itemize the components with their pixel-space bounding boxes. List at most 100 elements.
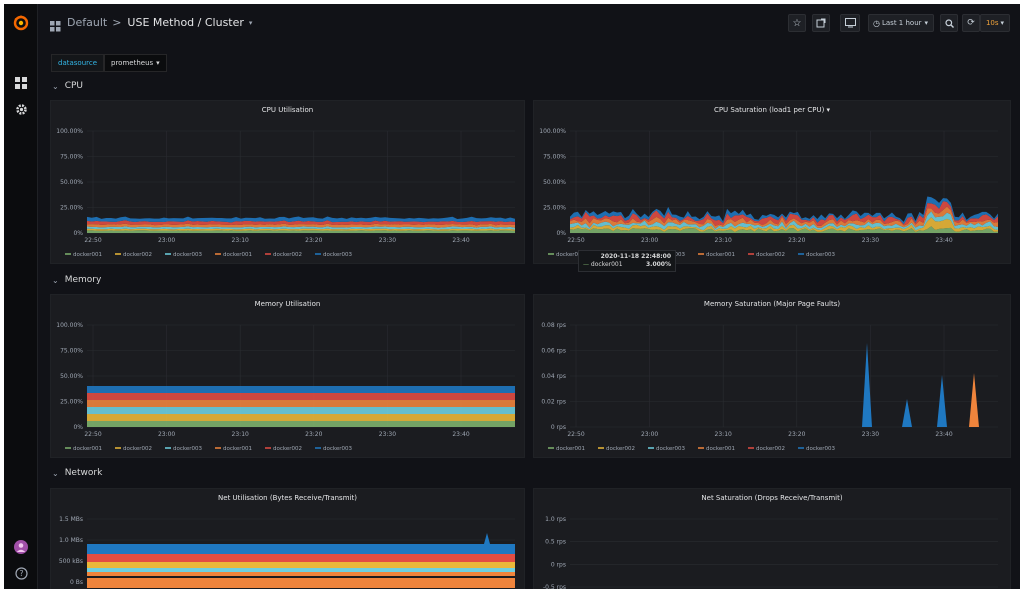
- series-area: [87, 223, 515, 228]
- zoom-out-button[interactable]: [940, 14, 958, 32]
- panel-title[interactable]: Net Saturation (Drops Receive/Transmit): [701, 494, 843, 502]
- chevron-down-icon: ▾: [826, 106, 831, 114]
- x-tick-label: 23:00: [641, 237, 658, 244]
- series-area: [87, 572, 515, 576]
- legend-item[interactable]: docker002: [756, 446, 785, 452]
- x-tick-label: 23:10: [715, 431, 732, 438]
- series-spike: [484, 533, 490, 544]
- x-tick-label: 22:50: [84, 431, 101, 438]
- panel-title[interactable]: Memory Utilisation: [254, 300, 321, 308]
- series-area: [87, 216, 515, 223]
- legend-item[interactable]: docker002: [273, 252, 302, 258]
- legend-item[interactable]: docker002: [273, 446, 302, 452]
- legend-item[interactable]: docker002: [123, 252, 152, 258]
- graph-cpu-utilisation: 100.00% 75.00% 50.00% 25.00% 0%22:50 23:00 23:…: [56, 128, 515, 258]
- row-network[interactable]: ⌄ Network: [52, 468, 102, 478]
- x-tick-label: 22:50: [567, 237, 584, 244]
- legend-item[interactable]: docker003: [323, 446, 353, 452]
- legend-item[interactable]: docker002: [606, 446, 635, 452]
- time-range-picker[interactable]: ◷ Last 1 hour ▾: [868, 14, 934, 32]
- panel-title[interactable]: CPU Saturation (load1 per CPU) ▾: [534, 101, 1010, 119]
- series-area: [87, 226, 515, 230]
- series-area: [87, 544, 515, 554]
- legend-item[interactable]: docker001: [556, 252, 585, 258]
- x-tick-label: 23:10: [232, 237, 249, 244]
- panel-net-utilisation[interactable]: Net Utilisation (Bytes Receive/Transmit)…: [50, 488, 525, 589]
- panel-memory-saturation[interactable]: Memory Saturation (Major Page Faults) 0.…: [533, 294, 1011, 458]
- y-tick-label: 100.00%: [56, 322, 83, 329]
- star-button[interactable]: ☆: [788, 14, 806, 32]
- series-area: [87, 220, 515, 226]
- series-spike: [862, 343, 872, 427]
- user-avatar-icon[interactable]: [4, 534, 38, 560]
- share-button[interactable]: [812, 14, 830, 32]
- breadcrumb-folder[interactable]: Default: [67, 16, 108, 29]
- x-tick-label: 23:40: [452, 237, 469, 244]
- row-title: CPU: [64, 81, 84, 91]
- x-tick-label: 23:40: [452, 431, 469, 438]
- y-tick-label: 0.04 rps: [541, 373, 566, 380]
- dashboards-grid-icon[interactable]: [4, 70, 38, 96]
- refresh-interval-picker[interactable]: 10s ▾: [980, 14, 1010, 32]
- sidebar: ?: [4, 4, 38, 589]
- legend-item[interactable]: docker001: [73, 252, 102, 258]
- datasource-variable-select[interactable]: prometheus ▾: [104, 54, 167, 72]
- legend-item[interactable]: docker002: [123, 446, 152, 452]
- y-tick-label: 0.06 rps: [541, 348, 566, 355]
- tooltip-series: — docker001: [583, 261, 623, 268]
- legend-item[interactable]: docker003: [173, 252, 203, 258]
- legend-item[interactable]: docker001: [223, 252, 252, 258]
- legend-item[interactable]: docker003: [806, 252, 836, 258]
- monitor-icon: [844, 18, 856, 28]
- panel-net-saturation[interactable]: Net Saturation (Drops Receive/Transmit) …: [533, 488, 1011, 589]
- row-cpu[interactable]: ⌄ CPU: [52, 81, 83, 91]
- clock-icon: ◷: [873, 18, 880, 28]
- dashboard-title[interactable]: USE Method / Cluster: [127, 16, 244, 29]
- y-tick-label: 1.0 MBs: [59, 537, 83, 544]
- tv-mode-button[interactable]: [840, 14, 860, 32]
- refresh-button[interactable]: ⟳: [962, 14, 980, 32]
- legend-item[interactable]: docker003: [656, 446, 686, 452]
- legend-item[interactable]: docker003: [323, 252, 353, 258]
- svg-text:?: ?: [19, 569, 23, 578]
- y-tick-label: 75.00%: [543, 154, 566, 161]
- series-area: [570, 206, 998, 229]
- series-area: [87, 414, 515, 421]
- panel-cpu-utilisation[interactable]: CPU Utilisation 100.00% 75.00% 50.00% 25.00…: [50, 100, 525, 264]
- y-tick-label: 25.00%: [543, 205, 566, 212]
- grafana-logo-icon[interactable]: [4, 10, 38, 36]
- x-tick-label: 23:40: [935, 237, 952, 244]
- graph-cpu-saturation: 100.00% 75.00% 50.00% 25.00% 0%22:50 23:00 23:…: [539, 128, 998, 258]
- panel-memory-utilisation[interactable]: Memory Utilisation 100.00% 75.00% 50.00% 25…: [50, 294, 525, 458]
- legend-item[interactable]: docker002: [756, 252, 785, 258]
- x-tick-label: 23:20: [788, 237, 805, 244]
- legend-item[interactable]: docker001: [556, 446, 585, 452]
- legend-item[interactable]: docker001: [73, 446, 102, 452]
- panel-title[interactable]: Memory Saturation (Major Page Faults): [703, 300, 841, 308]
- y-tick-label: 50.00%: [60, 373, 83, 380]
- legend-item[interactable]: docker001: [706, 446, 735, 452]
- gear-icon[interactable]: [4, 96, 38, 122]
- top-navbar: Default > USE Method / Cluster ▾ ☆ ◷ Las…: [38, 4, 1020, 42]
- legend-item[interactable]: docker003: [806, 446, 836, 452]
- graph-memory-saturation: 0.08 rps 0.06 rps 0.04 rps 0.02 rps 0 rps22:…: [541, 322, 998, 452]
- panel-title[interactable]: Net Utilisation (Bytes Receive/Transmit): [218, 494, 357, 502]
- series-area: [87, 407, 515, 414]
- panel-cpu-saturation[interactable]: CPU Saturation (load1 per CPU) ▾ 100.00%…: [533, 100, 1011, 272]
- legend-item[interactable]: docker001: [223, 446, 252, 452]
- x-tick-label: 23:30: [379, 237, 396, 244]
- row-memory[interactable]: ⌄ Memory: [52, 275, 101, 285]
- chevron-down-icon[interactable]: ▾: [248, 18, 253, 27]
- help-icon[interactable]: ?: [4, 560, 38, 586]
- x-tick-label: 22:50: [84, 237, 101, 244]
- legend-item[interactable]: docker001: [706, 252, 735, 258]
- tooltip-value: 3.000%: [646, 261, 671, 268]
- panel-title[interactable]: CPU Utilisation: [261, 106, 314, 114]
- series-area: [87, 562, 515, 568]
- series-area: [570, 226, 998, 233]
- breadcrumb-separator: >: [112, 16, 122, 29]
- graph-tooltip: 2020-11-18 22:48:00 — docker001 3.000%: [578, 250, 676, 272]
- series-area: [87, 386, 515, 393]
- legend-item[interactable]: docker003: [173, 446, 203, 452]
- breadcrumb: Default > USE Method / Cluster ▾: [67, 16, 252, 29]
